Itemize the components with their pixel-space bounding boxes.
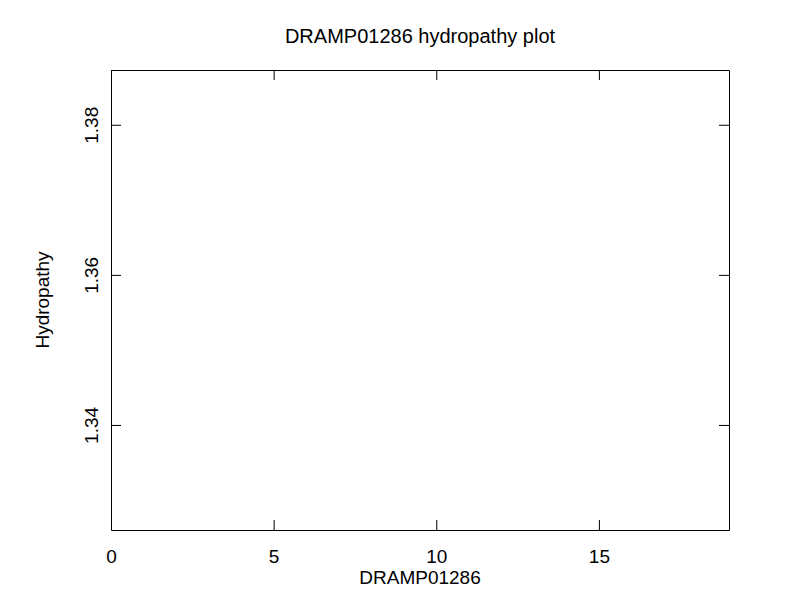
tick-mark [599, 520, 600, 530]
tick [274, 70, 275, 80]
tick [719, 275, 729, 276]
tick [599, 70, 600, 80]
tick: 10 [426, 520, 447, 567]
tick-mark [719, 275, 729, 276]
tick [436, 70, 437, 80]
tick-mark [599, 70, 600, 80]
y-axis-right [719, 71, 730, 531]
tick-mark [111, 275, 121, 276]
tick: 15 [589, 520, 610, 567]
axis-line [112, 530, 730, 531]
y-axis: 1.34 1.36 1.38 [81, 71, 121, 531]
tick: 1.36 [81, 257, 121, 294]
tick-label: 1.36 [81, 257, 102, 294]
y-axis-title: Hydropathy [32, 251, 53, 349]
tick-mark [719, 125, 729, 126]
axis-line [729, 71, 730, 531]
tick-label: 1.38 [81, 107, 102, 144]
tick: 5 [269, 520, 280, 567]
tick-mark [719, 425, 729, 426]
axis-line [111, 71, 112, 531]
tick: 1.34 [81, 407, 121, 444]
chart: 0 5 10 15 1.34 1.36 1.38 DRAMP01286 hydropathy … [0, 0, 800, 600]
tick-label: 5 [269, 546, 280, 567]
plot: 0 5 10 15 1.34 1.36 1.38 [81, 70, 730, 567]
tick-mark [111, 125, 121, 126]
tick-label: 10 [426, 546, 447, 567]
tick: 1.38 [81, 107, 121, 144]
tick-label: 1.34 [81, 407, 102, 444]
tick-mark [436, 520, 437, 530]
tick-label: 0 [106, 546, 117, 567]
x-axis-title: DRAMP01286 [359, 567, 480, 588]
x-axis: 0 5 10 15 [106, 520, 729, 567]
tick-mark [111, 425, 121, 426]
tick-label: 15 [589, 546, 610, 567]
tick [719, 425, 729, 426]
axis-line [112, 70, 730, 71]
tick-mark [274, 70, 275, 80]
title: DRAMP01286 hydropathy plot [285, 25, 556, 47]
tick-mark [436, 70, 437, 80]
x-axis-top [112, 70, 730, 80]
tick-mark [274, 520, 275, 530]
tick [719, 125, 729, 126]
